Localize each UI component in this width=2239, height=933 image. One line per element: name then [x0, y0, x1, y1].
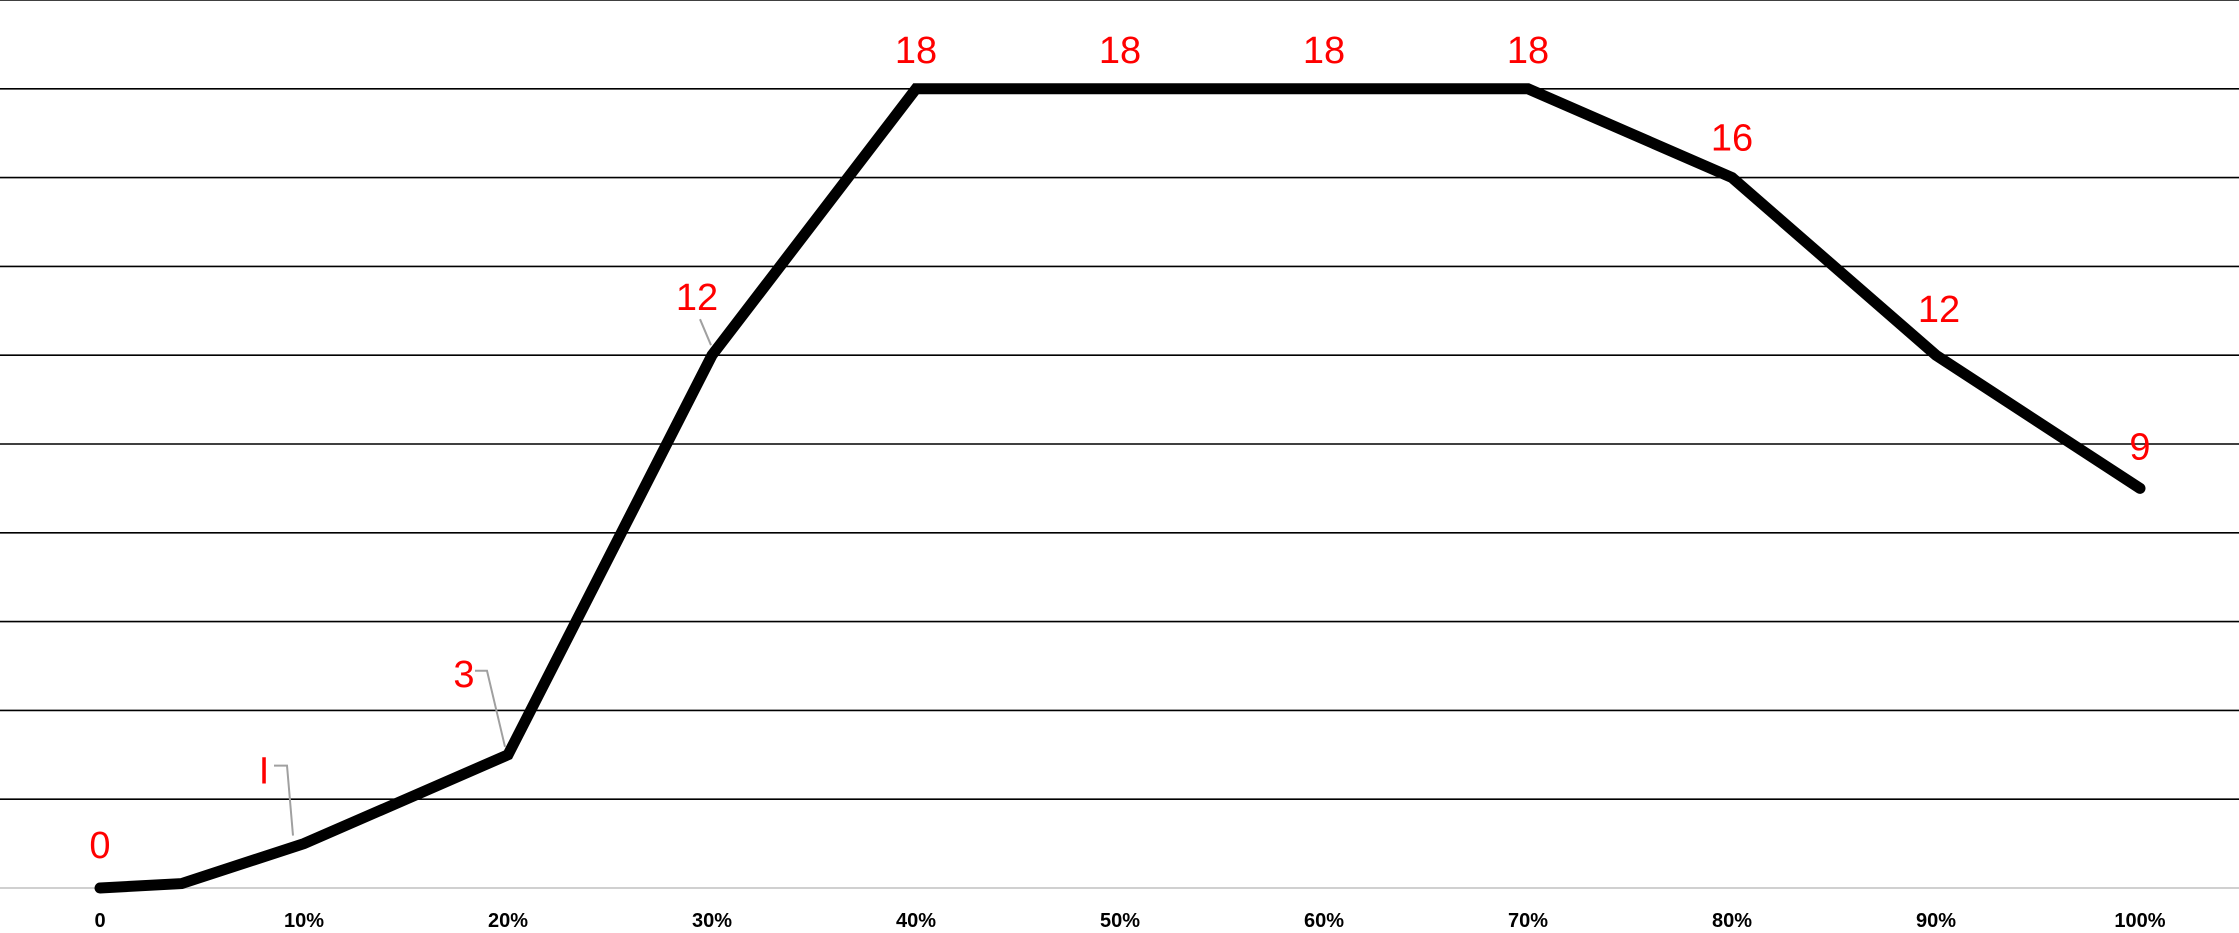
x-tick-label: 0 [94, 910, 105, 932]
data-label: 18 [895, 30, 937, 72]
series-line [94, 83, 2146, 894]
data-label: I [259, 751, 270, 793]
x-tick-label: 60% [1304, 910, 1344, 932]
data-label: 9 [2129, 426, 2150, 468]
x-tick-label: 100% [2114, 910, 2165, 932]
data-label: 12 [676, 277, 718, 319]
x-axis-tick-labels: 0 10% 20% 30% 40% 50% 60% 70% 80% 90% 100% [94, 910, 2165, 932]
data-label: 3 [453, 654, 474, 696]
leader-line [475, 669, 506, 748]
x-tick-label: 90% [1916, 910, 1956, 932]
data-label: 18 [1303, 30, 1345, 72]
data-labels: 0 I 3 12 18 18 18 18 16 12 9 [89, 30, 2150, 867]
gridlines [0, 0, 2239, 889]
data-label: 16 [1711, 118, 1753, 160]
data-label: 12 [1918, 289, 1960, 331]
x-tick-label: 70% [1508, 910, 1548, 932]
data-label: 18 [1099, 30, 1141, 72]
x-tick-label: 80% [1712, 910, 1752, 932]
leader-line [274, 764, 294, 836]
data-label: 18 [1507, 30, 1549, 72]
data-points [99, 88, 2141, 889]
data-label: 0 [89, 825, 110, 867]
x-tick-label: 50% [1100, 910, 1140, 932]
x-tick-label: 40% [896, 910, 936, 932]
x-tick-label: 10% [284, 910, 324, 932]
leader-line [699, 318, 712, 346]
x-tick-label: 20% [488, 910, 528, 932]
x-tick-label: 30% [692, 910, 732, 932]
